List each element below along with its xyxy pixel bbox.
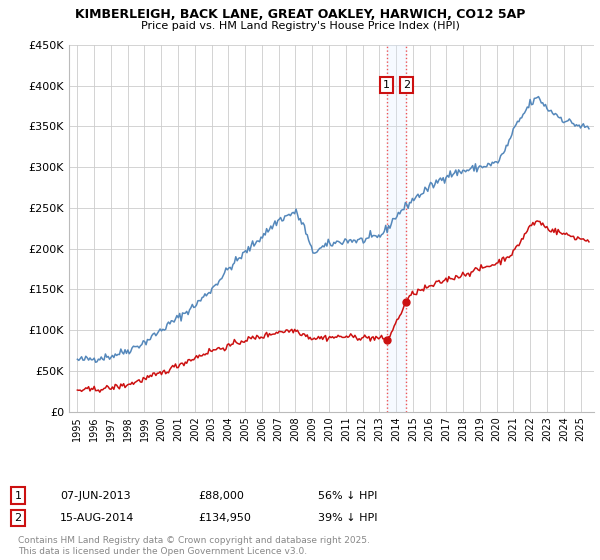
Text: Price paid vs. HM Land Registry's House Price Index (HPI): Price paid vs. HM Land Registry's House … — [140, 21, 460, 31]
Text: 1: 1 — [14, 491, 22, 501]
Text: KIMBERLEIGH, BACK LANE, GREAT OAKLEY, HARWICH, CO12 5AP: KIMBERLEIGH, BACK LANE, GREAT OAKLEY, HA… — [75, 8, 525, 21]
Text: 56% ↓ HPI: 56% ↓ HPI — [318, 491, 377, 501]
Text: 39% ↓ HPI: 39% ↓ HPI — [318, 513, 377, 523]
Text: £134,950: £134,950 — [198, 513, 251, 523]
Text: 07-JUN-2013: 07-JUN-2013 — [60, 491, 131, 501]
Text: 1: 1 — [383, 80, 390, 90]
Text: £88,000: £88,000 — [198, 491, 244, 501]
Text: Contains HM Land Registry data © Crown copyright and database right 2025.
This d: Contains HM Land Registry data © Crown c… — [18, 536, 370, 556]
Text: 2: 2 — [14, 513, 22, 523]
Bar — [386, 45, 406, 412]
Text: 15-AUG-2014: 15-AUG-2014 — [60, 513, 134, 523]
Text: 2: 2 — [403, 80, 410, 90]
